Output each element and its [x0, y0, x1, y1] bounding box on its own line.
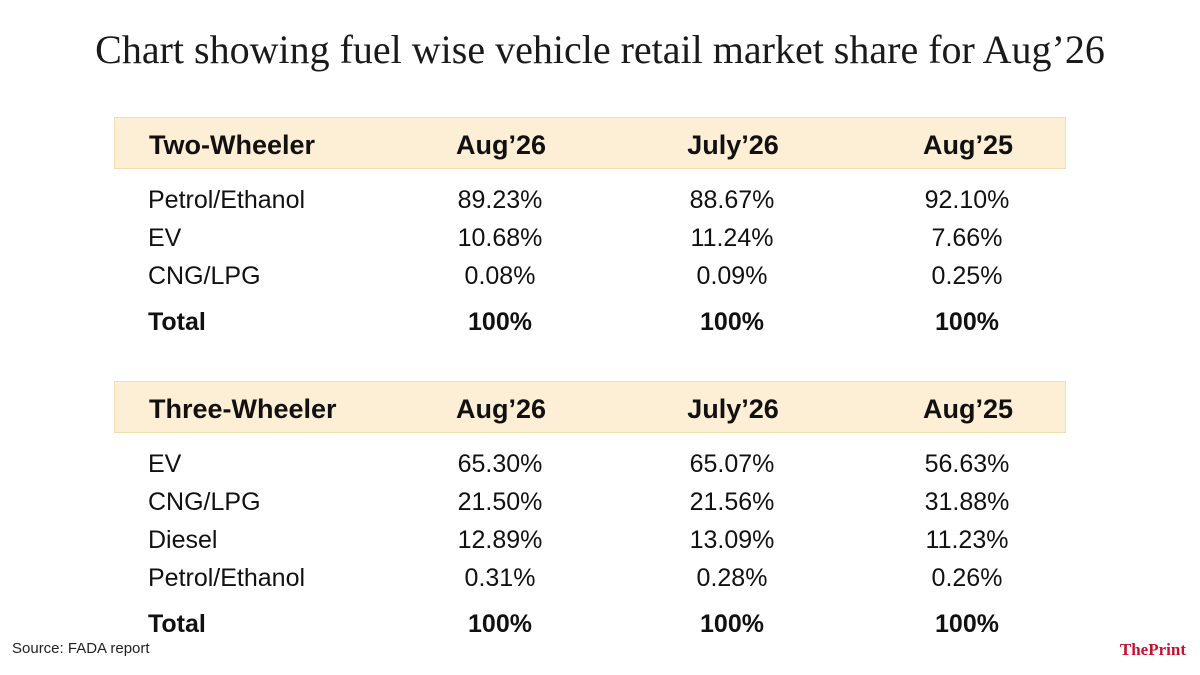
share-value: 0.31%	[464, 564, 536, 592]
table-row: CNG/LPG 21.50% 21.56% 31.88%	[114, 488, 1066, 526]
share-value: 31.88%	[924, 488, 1010, 516]
fuel-type-label: CNG/LPG	[148, 488, 261, 516]
table-row: Petrol/Ethanol 89.23% 88.67% 92.10%	[114, 186, 1066, 224]
share-value: 12.89%	[457, 526, 543, 554]
share-value: 13.09%	[689, 526, 775, 554]
chart-title: Chart showing fuel wise vehicle retail m…	[95, 27, 1105, 72]
total-value: 100%	[935, 610, 999, 638]
source-note: Source: FADA report	[12, 640, 150, 657]
fuel-type-label: CNG/LPG	[148, 262, 261, 290]
total-value: 100%	[468, 308, 532, 336]
total-value: 100%	[700, 610, 764, 638]
period-header: Aug’25	[922, 394, 1014, 424]
share-value: 0.09%	[696, 262, 768, 290]
share-value: 56.63%	[924, 450, 1010, 478]
share-value: 7.66%	[931, 224, 1003, 252]
category-header: Three-Wheeler	[149, 394, 337, 424]
table-row: EV 10.68% 11.24% 7.66%	[114, 224, 1066, 262]
fuel-type-label: Petrol/Ethanol	[148, 564, 306, 592]
period-header: July’26	[687, 130, 779, 160]
table-row: CNG/LPG 0.08% 0.09% 0.25%	[114, 262, 1066, 300]
fuel-type-label: Diesel	[148, 526, 218, 554]
share-value: 92.10%	[924, 186, 1010, 214]
share-value: 0.28%	[696, 564, 768, 592]
fuel-type-label: EV	[148, 224, 182, 252]
share-value: 88.67%	[689, 186, 775, 214]
two-wheeler-table: Two-Wheeler Aug’26 July’26 Aug’25 Petrol/Eth…	[114, 117, 1066, 346]
total-value: 100%	[700, 308, 764, 336]
share-value: 11.23%	[925, 526, 1009, 554]
total-row: Total 100% 100% 100%	[114, 610, 1066, 648]
total-value: 100%	[935, 308, 999, 336]
share-value: 0.26%	[931, 564, 1003, 592]
table-row: Petrol/Ethanol 0.31% 0.28% 0.26%	[114, 564, 1066, 602]
share-value: 21.50%	[457, 488, 543, 516]
share-value: 11.24%	[690, 224, 774, 252]
table-header: Two-Wheeler Aug’26 July’26 Aug’25	[114, 117, 1066, 169]
theprint-logo: ThePrint	[1119, 640, 1186, 659]
period-header: Aug’26	[455, 130, 547, 160]
table-row: EV 65.30% 65.07% 56.63%	[114, 450, 1066, 488]
period-header: July’26	[687, 394, 779, 424]
category-header: Two-Wheeler	[149, 130, 316, 160]
period-header: Aug’26	[455, 394, 547, 424]
period-header: Aug’25	[922, 130, 1014, 160]
total-row: Total 100% 100% 100%	[114, 308, 1066, 346]
share-value: 89.23%	[457, 186, 543, 214]
total-label: Total	[148, 308, 206, 336]
share-value: 21.56%	[689, 488, 775, 516]
share-value: 65.30%	[457, 450, 543, 478]
share-value: 0.08%	[464, 262, 536, 290]
fuel-type-label: EV	[148, 450, 182, 478]
total-value: 100%	[468, 610, 532, 638]
three-wheeler-table: Three-Wheeler Aug’26 July’26 Aug’25 EV 65.30%…	[114, 381, 1066, 648]
table-header: Three-Wheeler Aug’26 July’26 Aug’25	[114, 381, 1066, 433]
share-value: 65.07%	[689, 450, 775, 478]
table-row: Diesel 12.89% 13.09% 11.23%	[114, 526, 1066, 564]
share-value: 0.25%	[931, 262, 1003, 290]
fuel-type-label: Petrol/Ethanol	[148, 186, 306, 214]
total-label: Total	[148, 610, 206, 638]
share-value: 10.68%	[457, 224, 543, 252]
